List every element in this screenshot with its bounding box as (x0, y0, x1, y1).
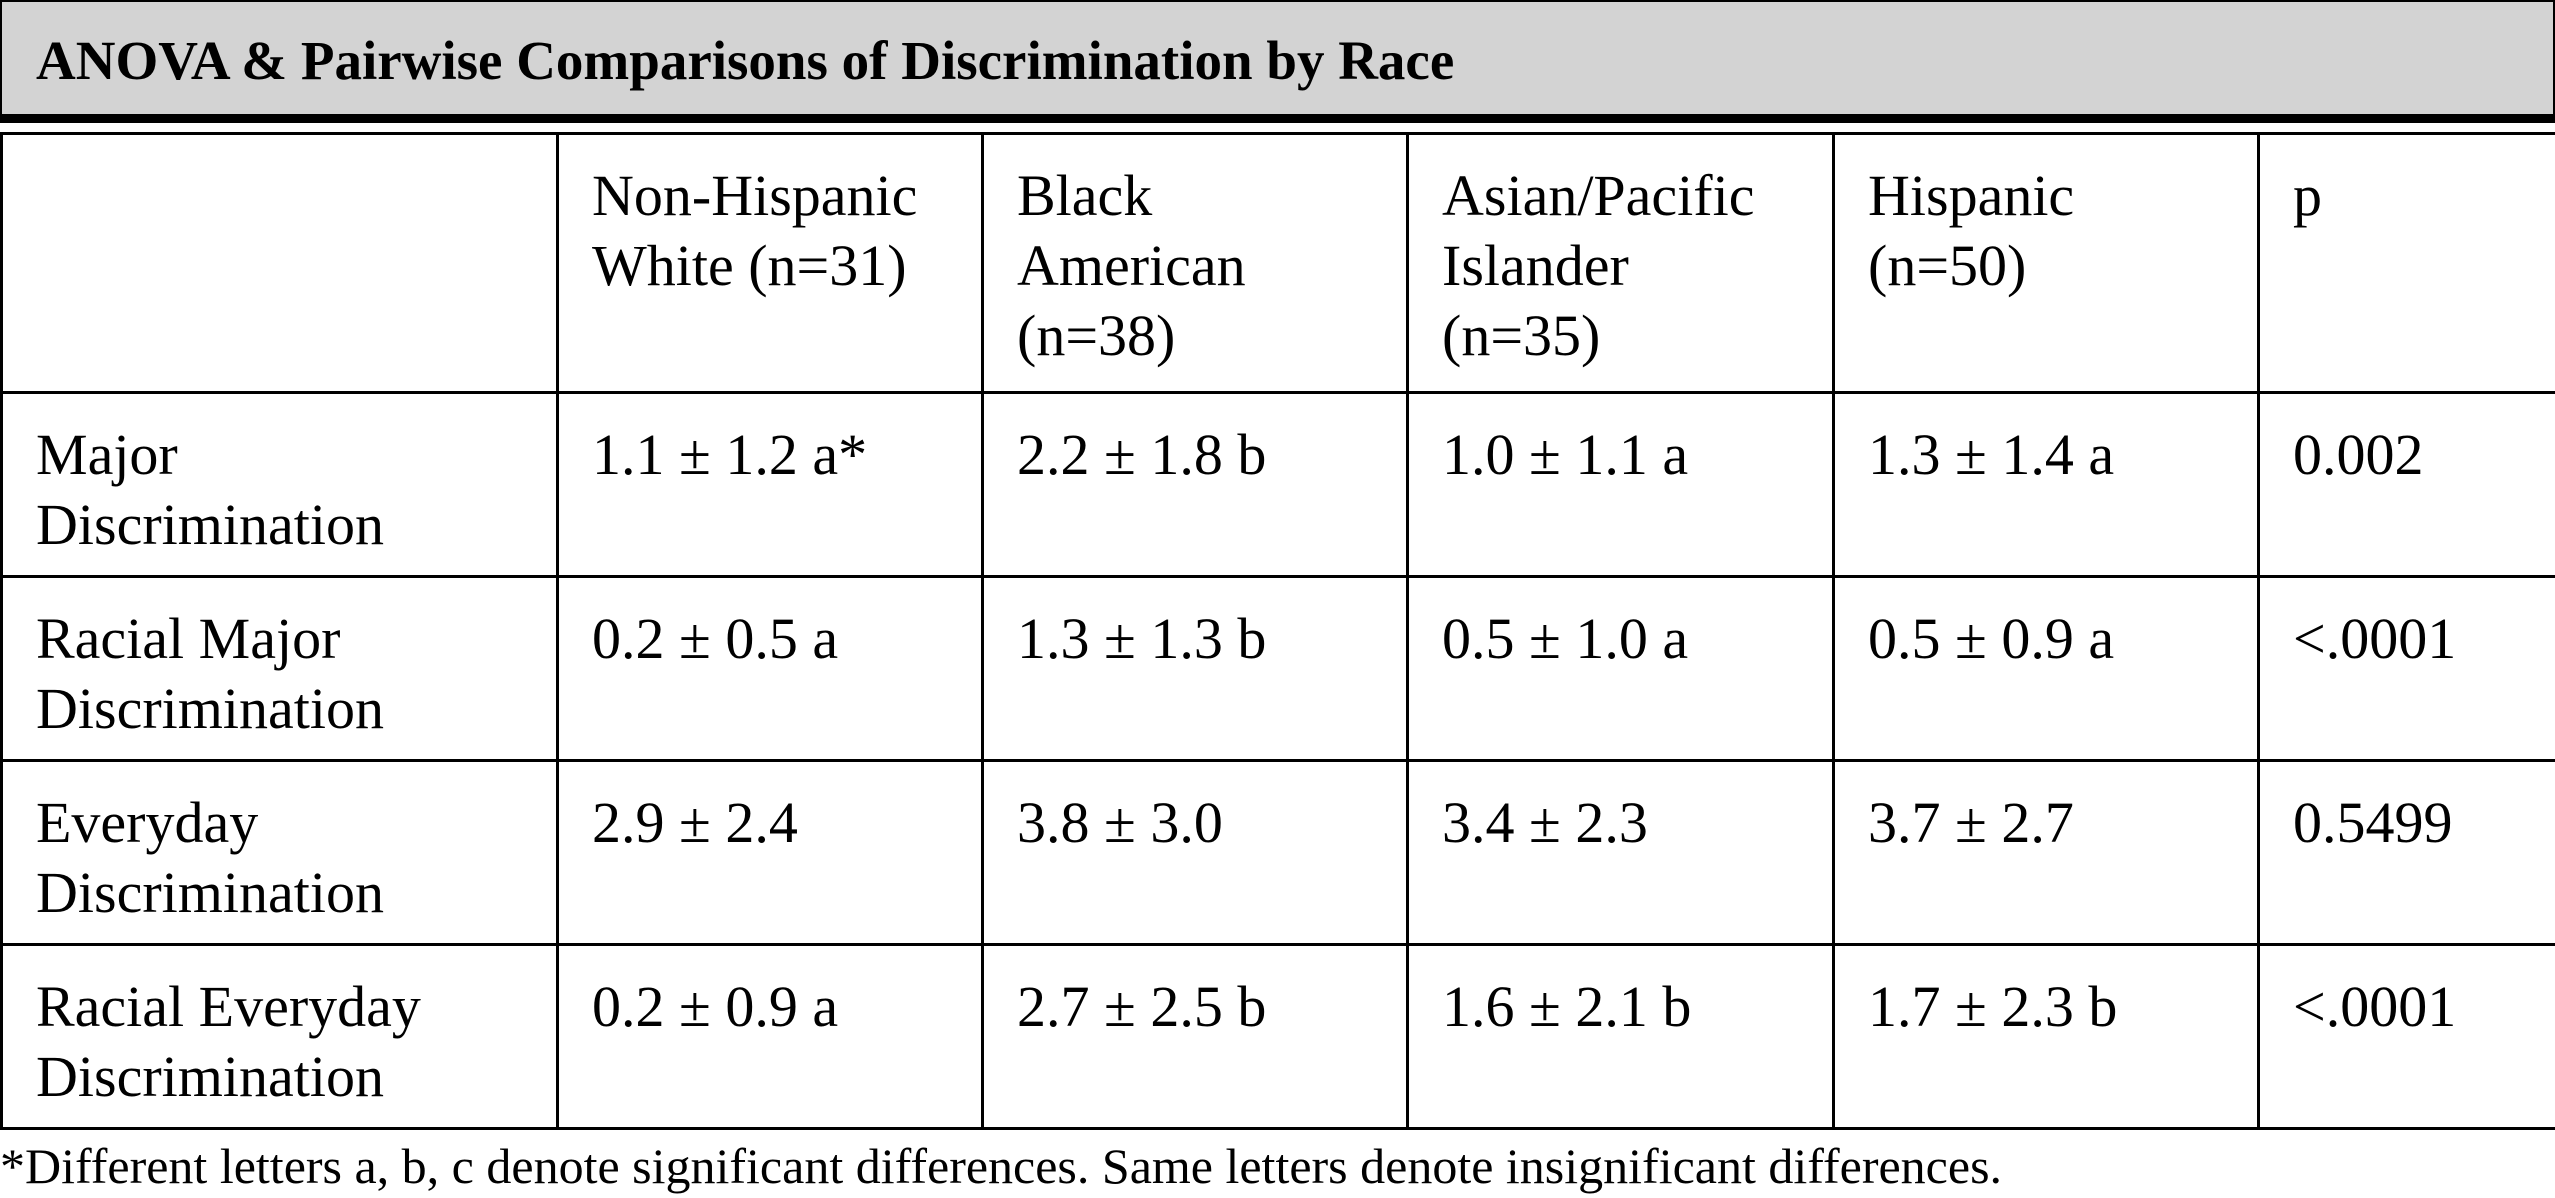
footnote: *Different letters a, b, c denote signif… (0, 1134, 2002, 1198)
header-cell-empty (2, 134, 558, 393)
value-cell: 0.2 ± 0.5 a (558, 577, 983, 761)
header-line: p (2293, 161, 2555, 231)
row-label: Everyday Discrimination (2, 761, 558, 945)
header-line: Hispanic (1868, 161, 2257, 231)
table-title: ANOVA & Pairwise Comparisons of Discrimi… (36, 26, 1454, 96)
results-table: Non-Hispanic White (n=31) Black American… (0, 132, 2555, 1130)
p-value-cell: <.0001 (2259, 945, 2555, 1129)
header-line: (n=35) (1442, 301, 1832, 371)
row-label-line: Discrimination (36, 490, 556, 560)
header-cell-non-hispanic-white: Non-Hispanic White (n=31) (558, 134, 983, 393)
table-row: Everyday Discrimination 2.9 ± 2.4 3.8 ± … (2, 761, 2555, 945)
header-line: Islander (1442, 231, 1832, 301)
header-cell-p: p (2259, 134, 2555, 393)
table-title-bar: ANOVA & Pairwise Comparisons of Discrimi… (0, 0, 2555, 123)
row-label-line: Discrimination (36, 858, 556, 928)
header-line: American (1017, 231, 1406, 301)
value-cell: 1.1 ± 1.2 a* (558, 393, 983, 577)
header-cell-black-american: Black American (n=38) (983, 134, 1408, 393)
row-label-line: Racial Everyday (36, 972, 556, 1042)
value-cell: 3.7 ± 2.7 (1834, 761, 2259, 945)
table-row: Racial Everyday Discrimination 0.2 ± 0.9… (2, 945, 2555, 1129)
p-value-cell: 0.002 (2259, 393, 2555, 577)
header-line: Asian/Pacific (1442, 161, 1832, 231)
value-cell: 0.5 ± 1.0 a (1408, 577, 1834, 761)
header-line: Black (1017, 161, 1406, 231)
row-label-line: Racial Major (36, 604, 556, 674)
row-label-line: Everyday (36, 788, 556, 858)
row-label-line: Discrimination (36, 674, 556, 744)
header-cell-hispanic: Hispanic (n=50) (1834, 134, 2259, 393)
row-label-line: Major (36, 420, 556, 490)
header-line: (n=50) (1868, 231, 2257, 301)
value-cell: 0.2 ± 0.9 a (558, 945, 983, 1129)
value-cell: 1.3 ± 1.4 a (1834, 393, 2259, 577)
header-line: (n=38) (1017, 301, 1406, 371)
table-row: Racial Major Discrimination 0.2 ± 0.5 a … (2, 577, 2555, 761)
row-label-line: Discrimination (36, 1042, 556, 1112)
table-row: Major Discrimination 1.1 ± 1.2 a* 2.2 ± … (2, 393, 2555, 577)
value-cell: 2.7 ± 2.5 b (983, 945, 1408, 1129)
value-cell: 1.6 ± 2.1 b (1408, 945, 1834, 1129)
row-label: Racial Major Discrimination (2, 577, 558, 761)
value-cell: 1.0 ± 1.1 a (1408, 393, 1834, 577)
header-row: Non-Hispanic White (n=31) Black American… (2, 134, 2555, 393)
p-value-cell: 0.5499 (2259, 761, 2555, 945)
header-cell-asian-pacific-islander: Asian/Pacific Islander (n=35) (1408, 134, 1834, 393)
value-cell: 2.2 ± 1.8 b (983, 393, 1408, 577)
p-value-cell: <.0001 (2259, 577, 2555, 761)
value-cell: 1.7 ± 2.3 b (1834, 945, 2259, 1129)
header-line: White (n=31) (592, 231, 981, 301)
value-cell: 3.8 ± 3.0 (983, 761, 1408, 945)
value-cell: 2.9 ± 2.4 (558, 761, 983, 945)
value-cell: 3.4 ± 2.3 (1408, 761, 1834, 945)
header-line: Non-Hispanic (592, 161, 981, 231)
row-label: Major Discrimination (2, 393, 558, 577)
value-cell: 0.5 ± 0.9 a (1834, 577, 2259, 761)
row-label: Racial Everyday Discrimination (2, 945, 558, 1129)
value-cell: 1.3 ± 1.3 b (983, 577, 1408, 761)
